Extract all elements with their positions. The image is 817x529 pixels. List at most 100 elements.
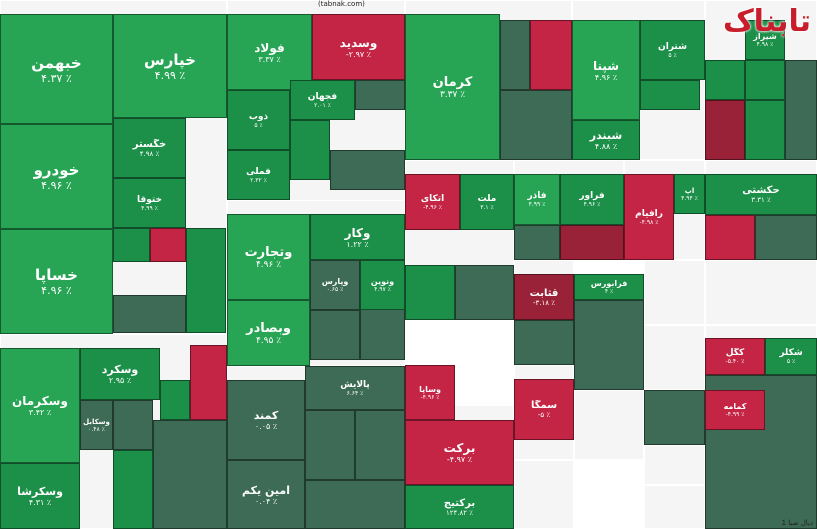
stock-tile-unlabeled[interactable] (113, 295, 186, 333)
stock-tile[interactable]: فجهان ۲.۰۱ ٪ (290, 80, 355, 120)
stock-tile-unlabeled[interactable] (514, 320, 574, 365)
stock-tile-unlabeled[interactable] (190, 345, 227, 420)
stock-tile[interactable]: وتجارت ۴.۹۶ ٪ (227, 214, 310, 300)
stock-tile[interactable]: امین یکم ۰.۰۴ ٪ (227, 460, 305, 529)
stock-tile[interactable]: وساپا -۴.۹۶ ٪ (405, 365, 455, 420)
stock-symbol: شیراز (753, 32, 777, 41)
sector-title (406, 161, 513, 175)
stock-tile[interactable]: وسکرد ۲.۹۵ ٪ (80, 348, 160, 400)
stock-tile-unlabeled[interactable] (705, 60, 745, 100)
stock-tile[interactable]: شیراز ۴.۹۸ ٪ (745, 20, 785, 60)
stock-tile[interactable]: خپارس ۴.۹۹ ٪ (113, 14, 227, 118)
stock-tile[interactable]: برکتیج ۱۲۴.۸۲ ٪ (405, 485, 514, 529)
stock-tile[interactable]: کگل -۵.۴۰ ٪ (705, 338, 765, 375)
stock-symbol: سمگا (530, 400, 558, 411)
stock-tile[interactable]: رافیام -۴.۹۸ ٪ (624, 174, 674, 260)
stock-tile-unlabeled[interactable] (305, 410, 355, 480)
stock-tile[interactable]: پالایش ۶.۶۴ ٪ (305, 366, 405, 410)
stock-tile[interactable]: شتران ۵ ٪ (640, 20, 705, 80)
stock-tile[interactable]: وسکرشا ۴.۳۱ ٪ (0, 463, 80, 529)
stock-tile[interactable]: فولاد ۳.۳۷ ٪ (227, 14, 312, 90)
stock-tile[interactable]: خگستر ۴.۹۸ ٪ (113, 118, 186, 178)
stock-symbol: ذوب (248, 111, 269, 122)
stock-tile[interactable]: فملی ۲.۳۲ ٪ (227, 150, 290, 200)
stock-symbol: وسکرشا (17, 485, 63, 498)
stock-tile-unlabeled[interactable] (705, 100, 745, 160)
stock-tile[interactable]: وپارس ۰.۶۵ ٪ (310, 260, 360, 310)
stock-tile-unlabeled[interactable] (500, 90, 572, 160)
stock-tile[interactable]: حکشتی ۳.۳۱ ٪ (705, 174, 817, 215)
stock-tile[interactable]: وسکابل ۰.۴۸ ٪ (80, 400, 113, 450)
stock-tile-unlabeled[interactable] (153, 420, 227, 529)
stock-tile-unlabeled[interactable] (530, 20, 572, 90)
stock-tile[interactable]: وسدید -۲.۹۷ ٪ (312, 14, 405, 80)
stock-tile-unlabeled[interactable] (405, 265, 455, 320)
stock-tile[interactable]: قثابت -۳.۱۸ ٪ (514, 274, 574, 320)
stock-tile-unlabeled[interactable] (290, 120, 330, 180)
stock-tile[interactable]: وبصادر ۴.۹۵ ٪ (227, 300, 310, 366)
stock-tile[interactable]: فرابورس ۴ ٪ (574, 274, 644, 300)
stock-tile-unlabeled[interactable] (330, 150, 405, 190)
stock-tile-unlabeled[interactable] (160, 380, 190, 420)
sector-title (645, 261, 704, 275)
stock-tile[interactable]: خساپا ۴.۹۶ ٪ (0, 229, 113, 334)
stock-tile-unlabeled[interactable] (514, 225, 560, 260)
stock-tile-unlabeled[interactable] (355, 80, 405, 110)
stock-tile[interactable]: شکلر ۵ ٪ (765, 338, 817, 375)
stock-change-percent: ۰.۰۵ ٪ (254, 422, 278, 431)
stock-tile[interactable]: اتکای -۴.۹۶ ٪ (405, 174, 460, 230)
stock-change-percent: ۵ ٪ (254, 121, 263, 129)
stock-tile-unlabeled[interactable] (150, 228, 186, 262)
stock-tile[interactable]: آپ ۴.۹۴ ٪ (674, 174, 705, 214)
stock-tile[interactable]: کرمان ۳.۳۷ ٪ (405, 14, 500, 160)
stock-tile-unlabeled[interactable] (113, 400, 153, 450)
stock-tile[interactable]: شپنا ۴.۹۶ ٪ (572, 20, 640, 120)
stock-tile[interactable]: فرآور ۴.۹۶ ٪ (560, 174, 624, 225)
stock-symbol: کرمان (432, 74, 473, 90)
stock-symbol: آپ (684, 186, 695, 195)
stock-change-percent: -۵.۴۰ ٪ (725, 358, 745, 365)
sector-extra-5 (644, 325, 705, 390)
stock-tile-unlabeled[interactable] (500, 20, 530, 90)
stock-symbol: شبندر (589, 129, 623, 142)
stock-tile-unlabeled[interactable] (644, 390, 705, 445)
sector-title (515, 261, 573, 275)
stock-change-percent: ۴.۹۴ ٪ (681, 194, 698, 202)
stock-tile[interactable]: کمند ۰.۰۵ ٪ (227, 380, 305, 460)
stock-change-percent: ۴.۹۵ ٪ (255, 335, 282, 346)
stock-change-percent: ۴.۳۱ ٪ (28, 498, 52, 507)
stock-symbol: فجهان (307, 91, 338, 102)
stock-tile[interactable]: سمگا -۵ ٪ (514, 379, 574, 440)
stock-tile-unlabeled[interactable] (705, 215, 755, 260)
stock-tile-unlabeled[interactable] (640, 80, 700, 110)
stock-tile[interactable]: ملت ۳.۱ ٪ (460, 174, 514, 230)
stock-tile[interactable]: ونوین ۴.۹۷ ٪ (360, 260, 405, 310)
stock-tile[interactable]: خبهمن ۴.۳۷ ٪ (0, 14, 113, 124)
stock-tile[interactable]: ختوقا ۴.۹۹ ٪ (113, 178, 186, 228)
stock-tile-unlabeled[interactable] (355, 410, 405, 480)
stock-tile-unlabeled[interactable] (455, 265, 514, 320)
stock-change-percent: ۴.۹۶ ٪ (594, 72, 618, 82)
stock-tile-unlabeled[interactable] (186, 228, 226, 333)
stock-tile[interactable]: شبندر ۴.۸۸ ٪ (572, 120, 640, 160)
stock-tile-unlabeled[interactable] (113, 450, 153, 529)
stock-tile-unlabeled[interactable] (560, 225, 624, 260)
stock-tile[interactable]: وسکرمان ۳.۴۲ ٪ (0, 348, 80, 463)
sector-title (515, 366, 573, 380)
stock-tile[interactable]: خودرو ۴.۹۶ ٪ (0, 124, 113, 229)
stock-tile-unlabeled[interactable] (310, 310, 360, 360)
stock-tile[interactable]: فاذر ۴.۹۹ ٪ (514, 174, 560, 225)
stock-tile-unlabeled[interactable] (574, 300, 644, 390)
stock-tile-unlabeled[interactable] (755, 215, 817, 260)
stock-tile-unlabeled[interactable] (305, 480, 405, 529)
stock-tile[interactable]: کمامه -۴.۹۹ ٪ (705, 390, 765, 430)
stock-tile[interactable]: ذوب ۵ ٪ (227, 90, 290, 150)
stock-tile-unlabeled[interactable] (785, 60, 817, 160)
stock-tile-unlabeled[interactable] (113, 228, 150, 262)
stock-tile[interactable]: وکار ۱.۲۲ ٪ (310, 214, 405, 260)
stock-tile-unlabeled[interactable] (745, 100, 785, 160)
stock-symbol: ملت (477, 193, 497, 204)
stock-symbol: وسدید (339, 35, 378, 50)
stock-tile[interactable]: برکت -۴.۹۷ ٪ (405, 420, 514, 485)
stock-tile-unlabeled[interactable] (745, 60, 785, 100)
